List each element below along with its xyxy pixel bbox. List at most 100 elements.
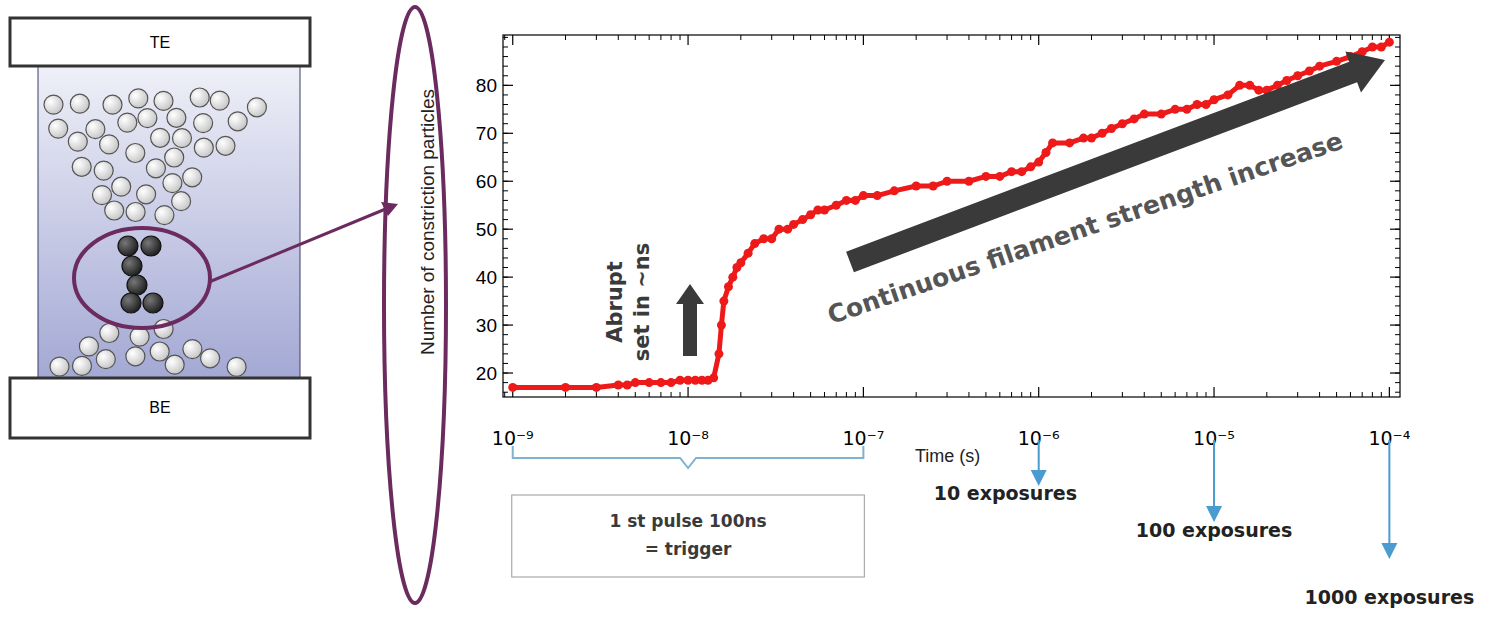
minor-tick <box>503 248 508 249</box>
data-point <box>890 186 899 195</box>
particle <box>94 161 113 180</box>
minor-tick <box>503 334 508 335</box>
minor-tick <box>1350 392 1351 397</box>
minor-tick <box>1395 305 1400 306</box>
tick-label: 10⁻⁹ <box>492 427 534 449</box>
data-point <box>750 239 759 248</box>
data-point <box>1048 138 1057 147</box>
minor-tick <box>1395 94 1400 95</box>
annotation: 100 exposures <box>1136 519 1292 541</box>
data-point <box>1254 86 1263 95</box>
particle <box>100 135 119 154</box>
minor-tick <box>1144 392 1145 397</box>
minor-tick <box>503 219 508 220</box>
tick <box>503 181 513 182</box>
minor-tick <box>1381 392 1382 397</box>
minor-tick <box>1395 248 1400 249</box>
minor-tick <box>503 344 508 345</box>
minor-tick <box>1395 46 1400 47</box>
annotation: set in ~ns <box>630 243 654 362</box>
data-point <box>1065 138 1074 147</box>
particle <box>93 186 112 205</box>
minor-tick <box>793 35 794 40</box>
minor-tick <box>503 315 508 316</box>
data-point <box>1130 114 1139 123</box>
data-point <box>1157 110 1166 119</box>
minor-tick <box>740 35 741 40</box>
tick-label: 50 <box>476 219 497 240</box>
minor-tick <box>1395 353 1400 354</box>
minor-tick <box>1395 315 1400 316</box>
minor-tick <box>671 35 672 40</box>
minor-tick <box>503 210 508 211</box>
minor-tick <box>503 286 508 287</box>
data-point <box>759 234 768 243</box>
minor-tick <box>1395 238 1400 239</box>
particle <box>216 136 235 155</box>
minor-tick <box>503 66 508 67</box>
data-point <box>1210 95 1219 104</box>
pointer-arrow <box>209 208 388 282</box>
minor-tick <box>596 35 597 40</box>
axis-highlight-ellipse <box>384 7 446 603</box>
data-point <box>676 376 685 385</box>
axis-title: Time (s) <box>915 446 980 466</box>
minor-tick <box>836 392 837 397</box>
particle <box>150 342 169 361</box>
tick <box>1213 387 1214 397</box>
tick <box>1390 133 1400 134</box>
tick <box>1390 181 1400 182</box>
constriction-particle <box>121 293 141 313</box>
electrode-label: BE <box>149 399 170 416</box>
data-point <box>736 258 745 267</box>
particle <box>155 206 174 225</box>
tick <box>503 133 513 134</box>
minor-tick <box>771 392 772 397</box>
minor-tick <box>1395 190 1400 191</box>
abrupt-arrow <box>676 284 704 356</box>
minor-tick <box>1395 392 1400 393</box>
minor-tick <box>740 392 741 397</box>
minor-tick <box>999 392 1000 397</box>
data-point <box>656 378 665 387</box>
data-point <box>981 172 990 181</box>
data-point <box>820 206 829 215</box>
data-point <box>614 381 623 390</box>
data-point <box>1087 134 1096 143</box>
data-point <box>832 201 841 210</box>
minor-tick <box>1395 286 1400 287</box>
data-point <box>508 383 517 392</box>
minor-tick <box>824 35 825 40</box>
particle <box>194 114 213 133</box>
minor-tick <box>680 392 681 397</box>
minor-tick <box>1197 392 1198 397</box>
data-point <box>1193 100 1202 109</box>
tick <box>503 229 513 230</box>
tick-label: 60 <box>476 171 497 192</box>
particle <box>163 174 182 193</box>
minor-tick <box>1021 392 1022 397</box>
exposure-arrow <box>1038 440 1040 472</box>
minor-tick <box>1395 200 1400 201</box>
minor-tick <box>1395 104 1400 105</box>
data-point <box>1098 129 1107 138</box>
minor-tick <box>635 392 636 397</box>
exposure-arrow-head <box>1381 543 1397 559</box>
data-point <box>1377 42 1386 51</box>
minor-tick <box>1395 257 1400 258</box>
tick <box>1038 35 1039 45</box>
minor-tick <box>810 35 811 40</box>
minor-tick <box>660 35 661 40</box>
minor-tick <box>565 392 566 397</box>
particle <box>112 177 131 196</box>
oxide-layer <box>38 65 300 380</box>
minor-tick <box>947 392 948 397</box>
particle <box>126 144 145 163</box>
particle <box>86 120 105 139</box>
particle <box>126 203 145 222</box>
minor-tick <box>1336 35 1337 40</box>
minor-tick <box>503 190 508 191</box>
minor-tick <box>649 35 650 40</box>
minor-tick <box>1161 35 1162 40</box>
constriction-particle <box>141 236 161 256</box>
